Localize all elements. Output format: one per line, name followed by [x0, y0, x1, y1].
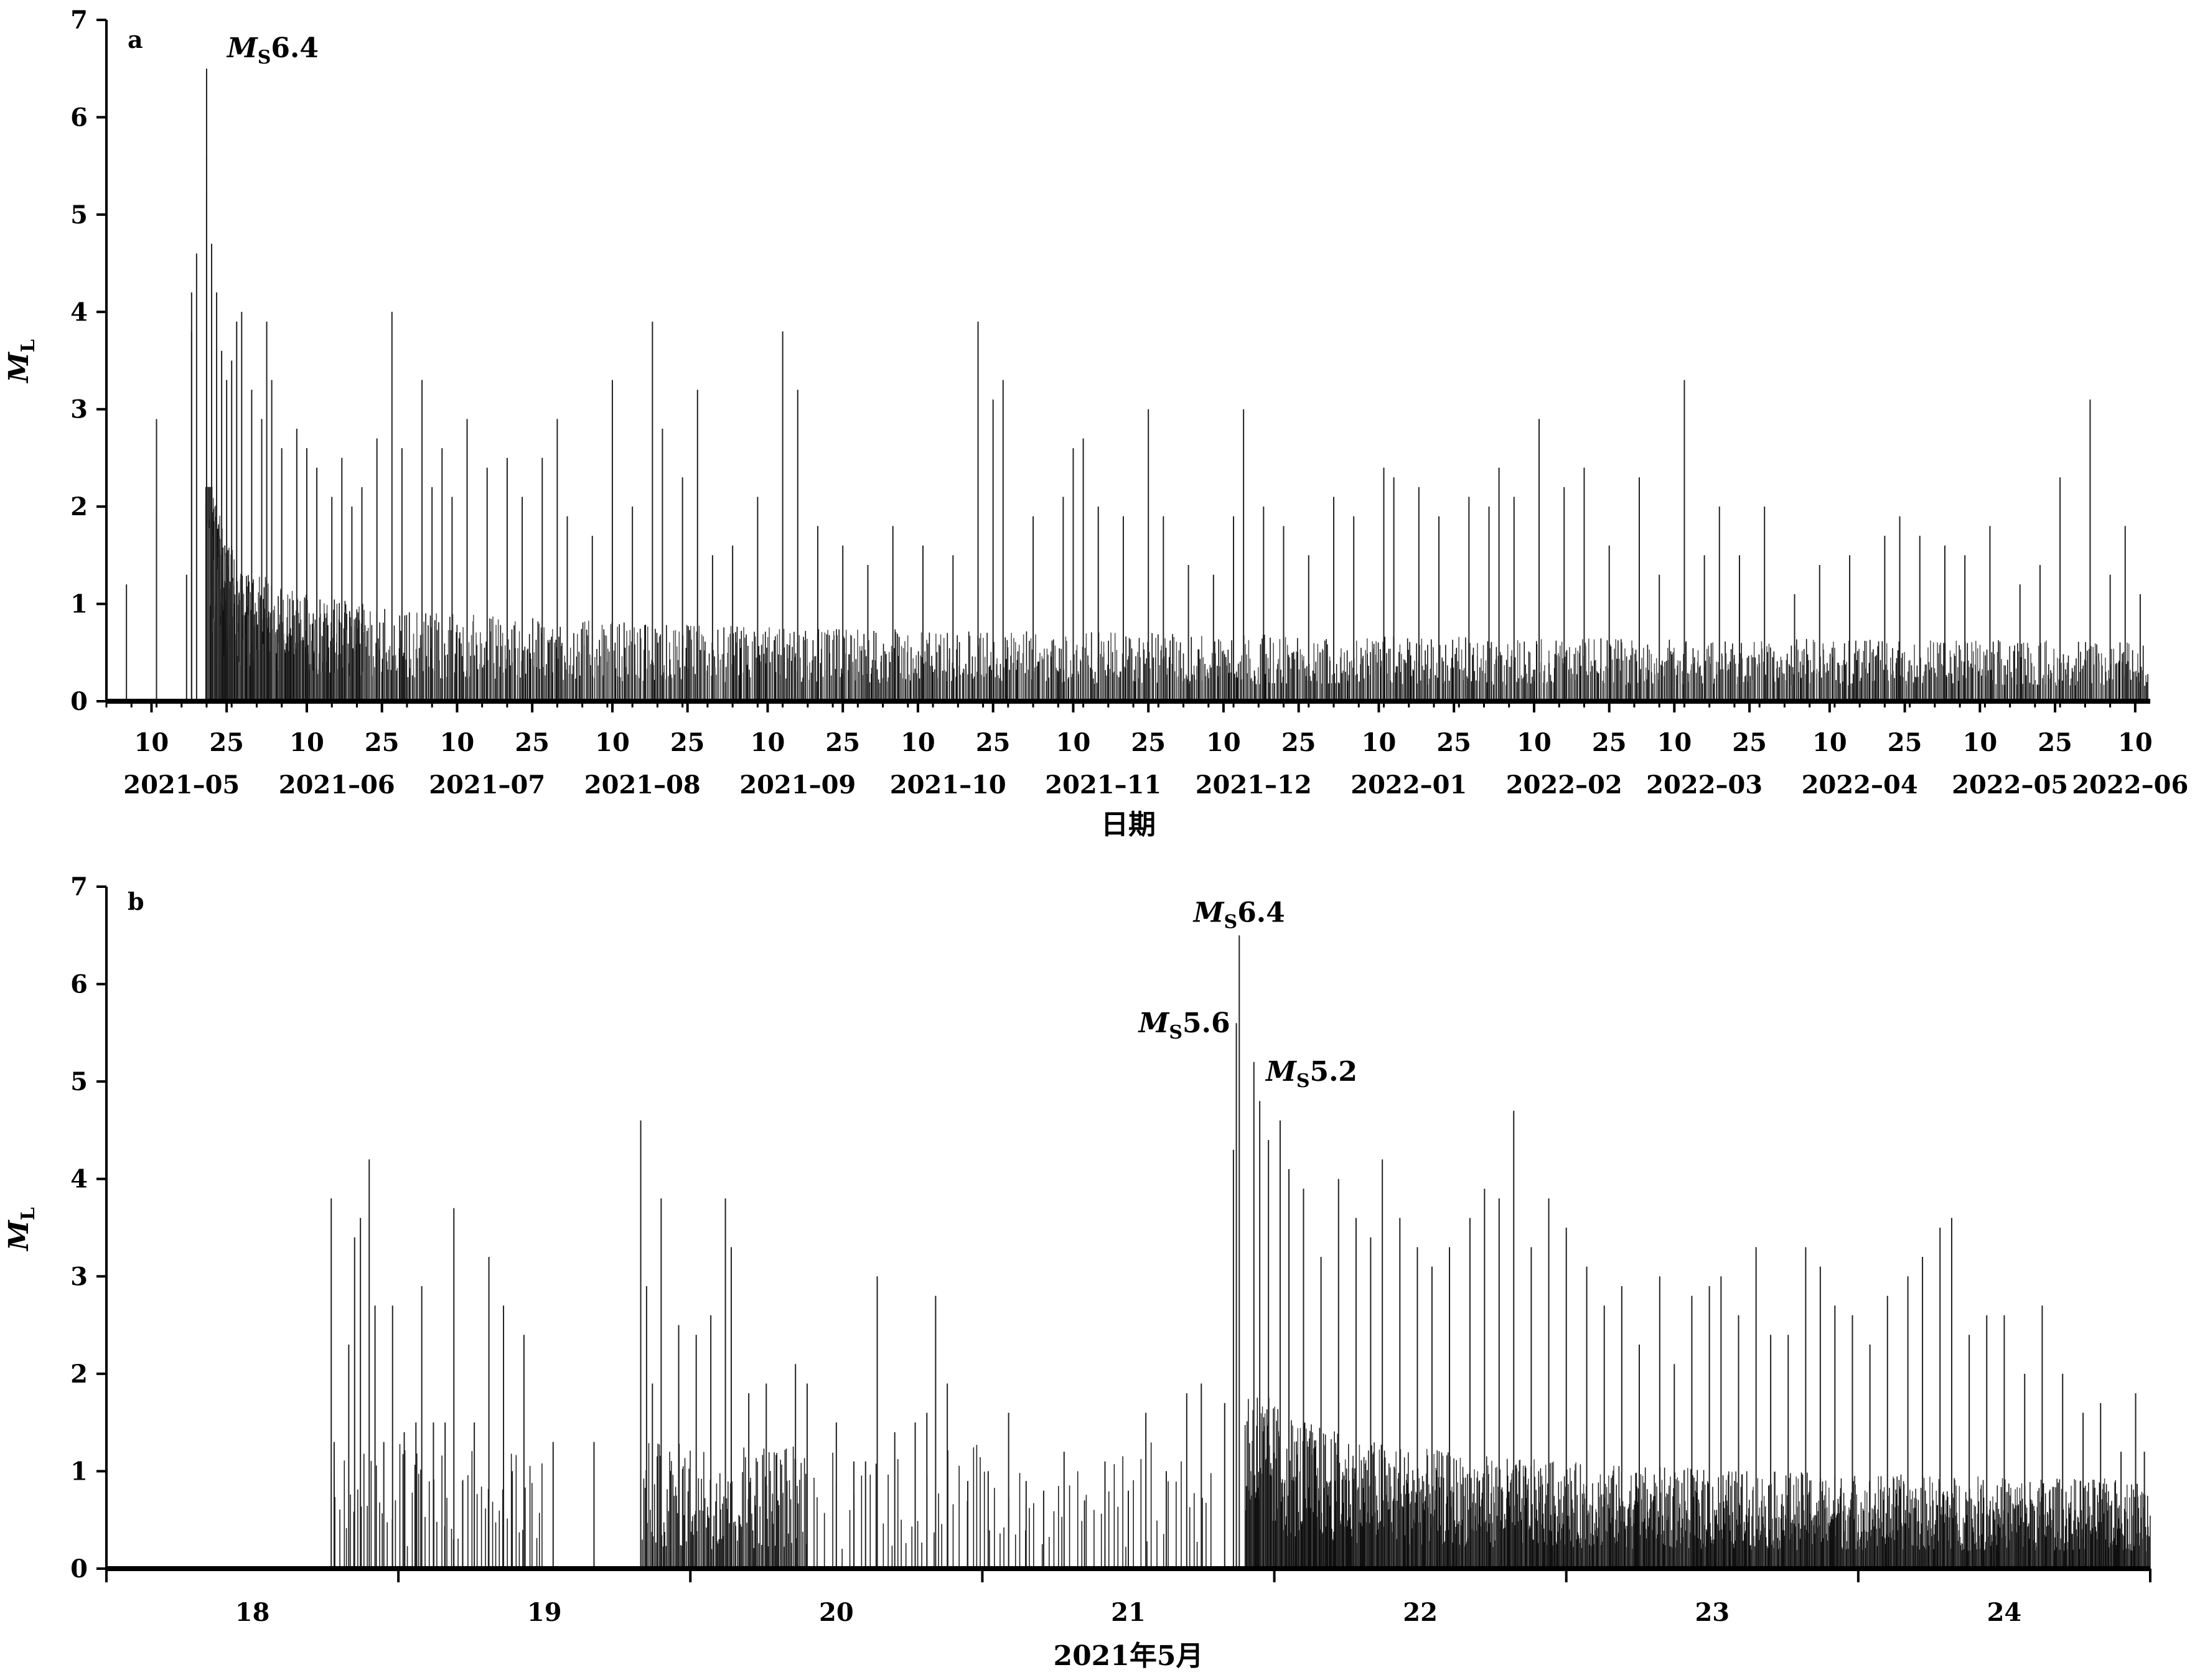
annotation-main: M [1192, 897, 1225, 928]
x-tick-label: 10 [134, 728, 169, 757]
x-tick-label: 10 [1517, 728, 1552, 757]
x-tick-label: 10 [1056, 728, 1091, 757]
annotation-value: 5.6 [1182, 1007, 1230, 1039]
y-tick-label: 4 [70, 1165, 88, 1194]
x-tick-label: 10 [289, 728, 324, 757]
magnitude-annotation: MS6.4 [1192, 897, 1285, 933]
annotation-main: M [1265, 1056, 1297, 1088]
annotation-main: M [1138, 1007, 1170, 1039]
x-month-label: 2022–06 [2072, 770, 2188, 800]
annotation-value: 6.4 [1237, 897, 1285, 928]
x-month-label: 2022–05 [1952, 770, 2068, 800]
y-tick-label: 2 [70, 492, 88, 521]
magnitude-annotation: MS6.4 [226, 32, 319, 68]
y-tick-label: 2 [70, 1360, 88, 1389]
y-tick-label: 7 [70, 872, 88, 902]
x-month-label: 2022–04 [1802, 770, 1918, 800]
x-tick-label: 25 [825, 728, 860, 757]
x-tick-label: 21 [1111, 1598, 1146, 1627]
x-tick-label: 19 [527, 1598, 562, 1627]
x-tick-label: 25 [976, 728, 1011, 757]
y-tick-label: 1 [70, 1457, 88, 1486]
x-tick-label: 10 [901, 728, 935, 757]
x-axis-title: 2021年5月 [1053, 1640, 1203, 1672]
y-axis-title-sub: L [17, 339, 39, 352]
y-tick-label: 4 [70, 297, 88, 327]
annotation-sub: S [258, 47, 271, 68]
x-tick-label: 25 [209, 728, 244, 757]
y-axis-title: ML [3, 1207, 39, 1252]
y-axis-title-sub: L [17, 1207, 39, 1220]
x-tick-label: 25 [365, 728, 400, 757]
y-axis-title-main: M [3, 352, 35, 384]
x-month-label: 2021–12 [1196, 770, 1312, 800]
x-tick-label: 10 [1657, 728, 1692, 757]
y-tick-label: 3 [70, 395, 88, 424]
x-month-label: 2021–09 [739, 770, 856, 800]
y-tick-label: 5 [70, 200, 88, 230]
x-tick-label: 10 [751, 728, 785, 757]
magnitude-annotation: MS5.6 [1138, 1007, 1230, 1043]
annotation-sub: S [1169, 1022, 1182, 1043]
y-axis-title-main: M [3, 1220, 35, 1252]
annotation-sub: S [1224, 911, 1238, 933]
x-tick-label: 18 [235, 1598, 270, 1627]
x-month-label: 2022–02 [1506, 770, 1622, 800]
x-tick-label: 25 [1436, 728, 1471, 757]
x-tick-label: 25 [1281, 728, 1316, 757]
x-tick-label: 25 [1732, 728, 1767, 757]
x-tick-label: 10 [1812, 728, 1847, 757]
x-tick-label: 24 [1987, 1598, 2022, 1627]
x-month-label: 2021–07 [429, 770, 545, 800]
y-tick-label: 5 [70, 1067, 88, 1096]
x-tick-label: 20 [819, 1598, 854, 1627]
x-tick-label: 25 [1131, 728, 1166, 757]
y-tick-label: 6 [70, 103, 88, 132]
x-tick-label: 10 [1206, 728, 1241, 757]
x-month-label: 2021–06 [279, 770, 395, 800]
magnitude-annotation: MS5.2 [1265, 1056, 1357, 1092]
x-month-label: 2022–01 [1351, 770, 1467, 800]
x-month-label: 2021–11 [1045, 770, 1161, 800]
annotation-main: M [226, 32, 258, 64]
x-month-label: 2021–08 [584, 770, 701, 800]
panel-label: a [128, 26, 143, 54]
x-tick-label: 25 [2038, 728, 2072, 757]
x-tick-label: 10 [595, 728, 630, 757]
y-tick-label: 1 [70, 590, 88, 619]
x-tick-label: 10 [1962, 728, 1997, 757]
annotation-sub: S [1296, 1070, 1310, 1092]
x-tick-label: 10 [2118, 728, 2153, 757]
x-month-label: 2021–10 [890, 770, 1006, 800]
x-tick-label: 10 [1362, 728, 1397, 757]
y-axis-title: ML [3, 339, 39, 384]
y-tick-label: 0 [70, 687, 88, 716]
event-bars [126, 68, 2148, 701]
y-tick-label: 0 [70, 1554, 88, 1584]
x-month-label: 2021–05 [123, 770, 240, 800]
x-month-label: 2022–03 [1646, 770, 1763, 800]
x-tick-label: 25 [1888, 728, 1922, 757]
annotation-value: 6.4 [271, 32, 319, 64]
panel-label: b [128, 887, 144, 915]
x-tick-label: 22 [1403, 1598, 1438, 1627]
y-tick-label: 3 [70, 1262, 88, 1291]
event-bars [330, 935, 2151, 1569]
x-tick-label: 25 [515, 728, 550, 757]
annotation-value: 5.2 [1310, 1056, 1358, 1088]
x-tick-label: 25 [670, 728, 705, 757]
x-tick-label: 10 [440, 728, 475, 757]
y-tick-label: 7 [70, 6, 88, 35]
y-tick-label: 6 [70, 970, 88, 999]
x-tick-label: 25 [1592, 728, 1627, 757]
x-axis-title: 日期 [1101, 809, 1156, 841]
x-tick-label: 23 [1695, 1598, 1730, 1627]
